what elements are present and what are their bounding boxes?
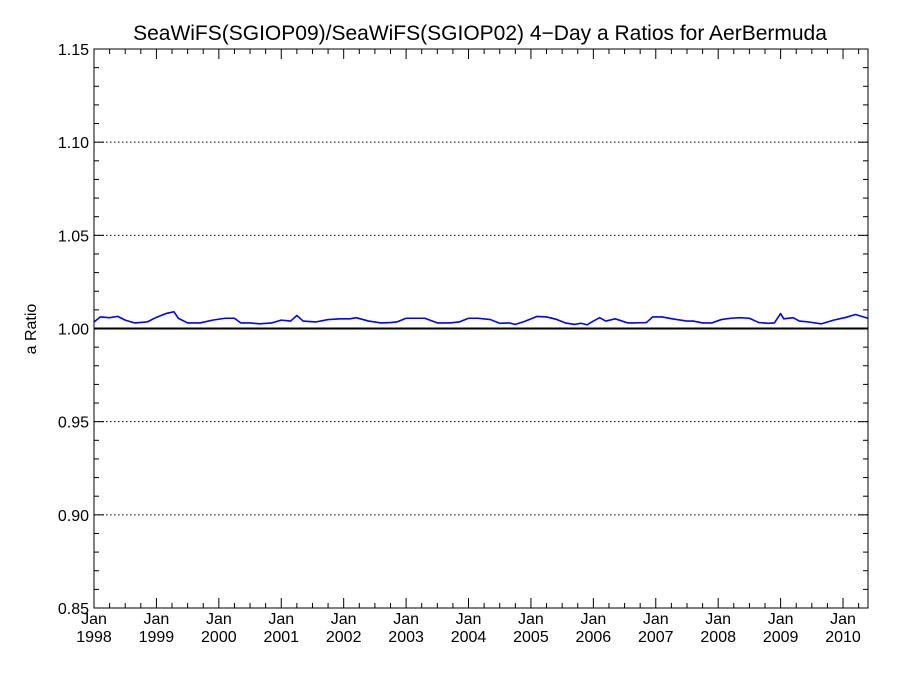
x-tick-month-1: Jan [144,611,170,628]
x-tick-month-10: Jan [705,611,731,628]
chart-title: SeaWiFS(SGIOP09)/SeaWiFS(SGIOP02) 4−Day … [133,22,827,45]
x-tick-month-5: Jan [393,611,419,628]
y-tick-label-5: 1.10 [58,135,89,152]
x-tick-year-8: 2006 [576,629,612,646]
ticks-group [93,48,868,609]
x-tick-month-8: Jan [580,611,606,628]
x-tick-year-0: 1998 [76,629,112,646]
series-line-0 [93,310,869,326]
x-tick-month-2: Jan [206,611,232,628]
y-tick-label-2: 0.95 [58,415,89,432]
x-tick-year-10: 2008 [700,629,736,646]
x-tick-month-3: Jan [268,611,294,628]
x-tick-year-3: 2001 [263,629,299,646]
y-tick-label-0: 0.85 [58,601,89,618]
x-tick-year-6: 2004 [451,629,487,646]
x-tick-month-7: Jan [518,611,544,628]
y-tick-label-4: 1.05 [58,228,89,245]
x-tick-year-9: 2007 [638,629,674,646]
x-tick-year-7: 2005 [513,629,549,646]
y-tick-label-6: 1.15 [58,42,89,59]
x-tick-month-4: Jan [331,611,357,628]
y-tick-label-1: 0.90 [58,508,89,525]
x-tick-month-12: Jan [830,611,856,628]
x-tick-year-5: 2003 [388,629,424,646]
x-tick-year-2: 2000 [201,629,237,646]
series-group [93,310,869,326]
y-tick-labels: 0.85 0.90 0.95 1.00 1.05 1.10 1.15 [58,42,89,618]
x-tick-month-0: Jan [81,611,107,628]
x-tick-year-11: 2009 [763,629,799,646]
x-tick-month-11: Jan [768,611,794,628]
x-tick-year-4: 2002 [326,629,362,646]
x-tick-year-1: 1999 [139,629,175,646]
plot-frame [93,48,869,609]
x-tick-month-9: Jan [643,611,669,628]
x-tick-month-6: Jan [456,611,482,628]
x-tick-labels: Jan1998Jan1999Jan2000Jan2001Jan2002Jan20… [76,611,861,646]
y-tick-label-3: 1.00 [58,322,89,339]
x-tick-year-12: 2010 [825,629,861,646]
y-axis-label: a Ratio [23,304,40,355]
gridlines [94,141,868,516]
